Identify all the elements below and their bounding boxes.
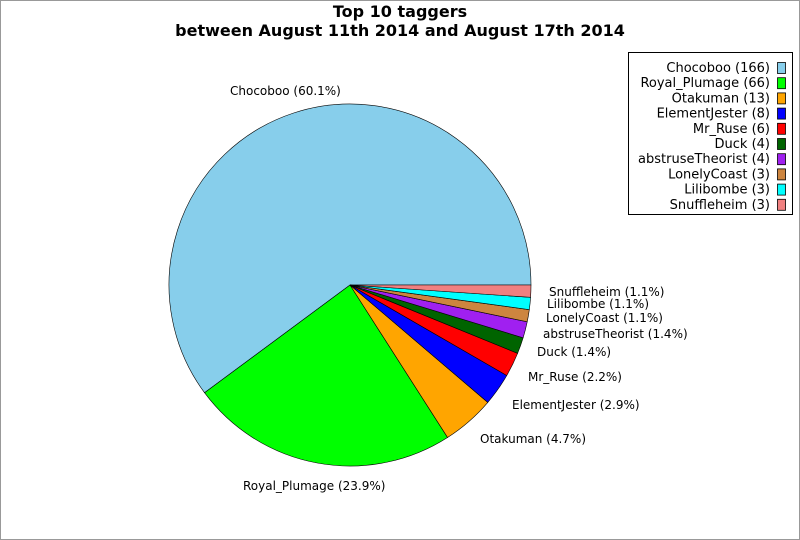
- chart-subtitle: between August 11th 2014 and August 17th…: [175, 21, 625, 40]
- slice-label-royal-plumage: Royal_Plumage (23.9%): [243, 479, 385, 493]
- legend-label-duck: Duck (4): [715, 137, 770, 152]
- legend-swatch-duck: [777, 138, 786, 150]
- slice-label-otakuman: Otakuman (4.7%): [480, 432, 586, 446]
- pie-slice-chocoboo: [168, 103, 532, 394]
- legend-box: [628, 52, 793, 215]
- legend-label-abstrusetheorist: abstruseTheorist (4): [638, 152, 770, 167]
- slice-label-lilibombe: Lilibombe (1.1%): [547, 297, 649, 311]
- legend-swatch-otakuman: [777, 92, 786, 105]
- slice-label-abstrusetheorist: abstruseTheorist (1.4%): [543, 327, 688, 341]
- legend-label-chocoboo: Chocoboo (166): [666, 61, 770, 76]
- slice-label-snuffleheim: Snuffleheim (1.1%): [549, 285, 665, 299]
- legend-label-mr-ruse: Mr_Ruse (6): [693, 122, 770, 137]
- slice-label-elementjester: ElementJester (2.9%): [512, 398, 640, 412]
- slice-label-duck: Duck (1.4%): [537, 345, 611, 359]
- slice-label-lonelycoast: LonelyCoast (1.1%): [546, 311, 663, 325]
- legend-swatch-elementjester: [777, 107, 786, 120]
- legend-swatch-abstrusetheorist: [777, 153, 786, 166]
- pie-slice-royal-plumage: [204, 284, 448, 467]
- legend-label-lonelycoast: LonelyCoast (3): [668, 167, 770, 182]
- legend: Chocoboo (166)Royal_Plumage (66)Otakuman…: [628, 52, 793, 215]
- slice-labels: Chocoboo (60.1%) Royal_Plumage (23.9%) Ota…: [230, 84, 688, 493]
- legend-label-royal-plumage: Royal_Plumage (66): [640, 76, 770, 91]
- pie-slice-snuffleheim: [349, 284, 532, 298]
- legend-swatch-royal-plumage: [777, 77, 786, 90]
- legend-swatch-chocoboo: [777, 62, 786, 74]
- legend-items: Chocoboo (166)Royal_Plumage (66)Otakuman…: [638, 61, 786, 213]
- legend-swatch-lilibombe: [777, 183, 786, 196]
- legend-label-elementjester: ElementJester (8): [657, 107, 770, 122]
- legend-label-lilibombe: Lilibombe (3): [684, 183, 770, 198]
- pie-slices: [168, 103, 532, 467]
- legend-label-snuffleheim: Snuffleheim (3): [670, 198, 770, 213]
- slice-label-mr-ruse: Mr_Ruse (2.2%): [528, 370, 622, 384]
- chart-title: Top 10 taggers: [333, 2, 467, 21]
- legend-swatch-snuffleheim: [777, 198, 786, 211]
- legend-swatch-lonelycoast: [777, 168, 786, 181]
- legend-swatch-mr-ruse: [777, 122, 786, 135]
- legend-label-otakuman: Otakuman (13): [672, 91, 770, 106]
- slice-label-chocoboo: Chocoboo (60.1%): [230, 84, 341, 98]
